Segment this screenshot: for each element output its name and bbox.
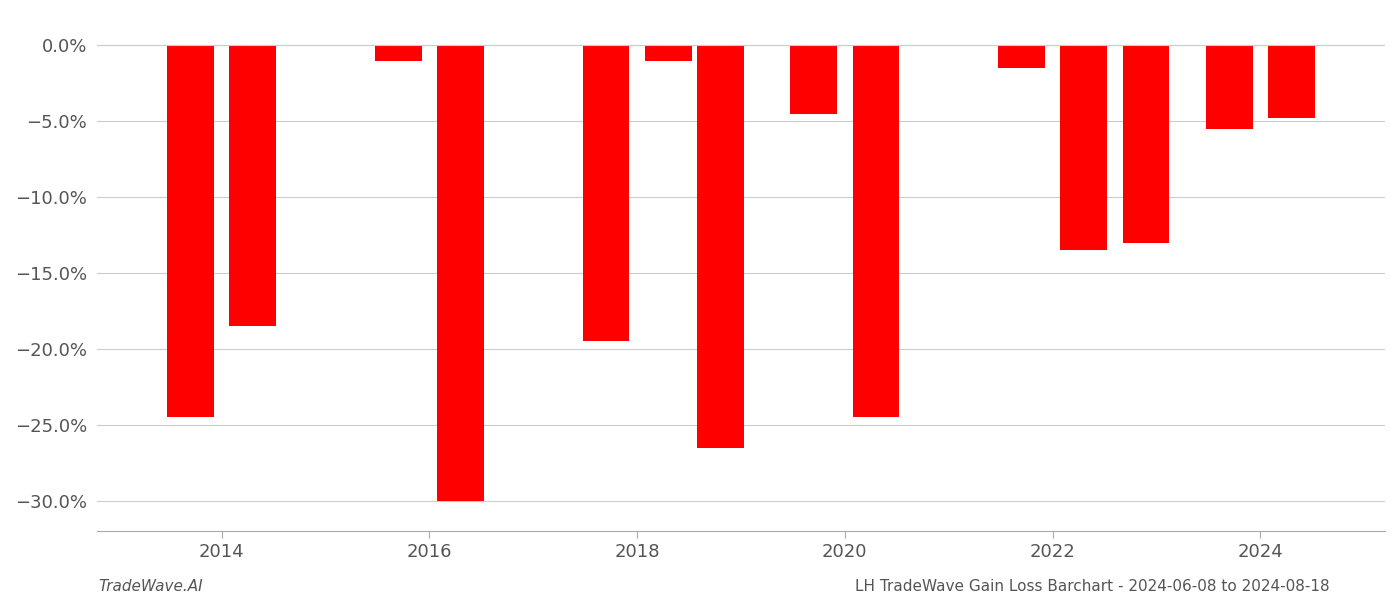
Bar (1123, 46, 1169, 243)
Text: LH TradeWave Gain Loss Barchart - 2024-06-08 to 2024-08-18: LH TradeWave Gain Loss Barchart - 2024-0… (855, 579, 1330, 594)
Bar (582, 46, 630, 341)
Bar (697, 46, 743, 448)
Bar (230, 46, 276, 326)
Bar (853, 46, 899, 418)
Bar (1060, 46, 1107, 250)
Text: TradeWave.AI: TradeWave.AI (98, 579, 203, 594)
Bar (375, 46, 421, 61)
Bar (791, 46, 837, 113)
Bar (1268, 46, 1315, 118)
Bar (1205, 46, 1253, 129)
Bar (645, 46, 692, 61)
Bar (167, 46, 214, 418)
Bar (998, 46, 1044, 68)
Bar (437, 46, 484, 501)
